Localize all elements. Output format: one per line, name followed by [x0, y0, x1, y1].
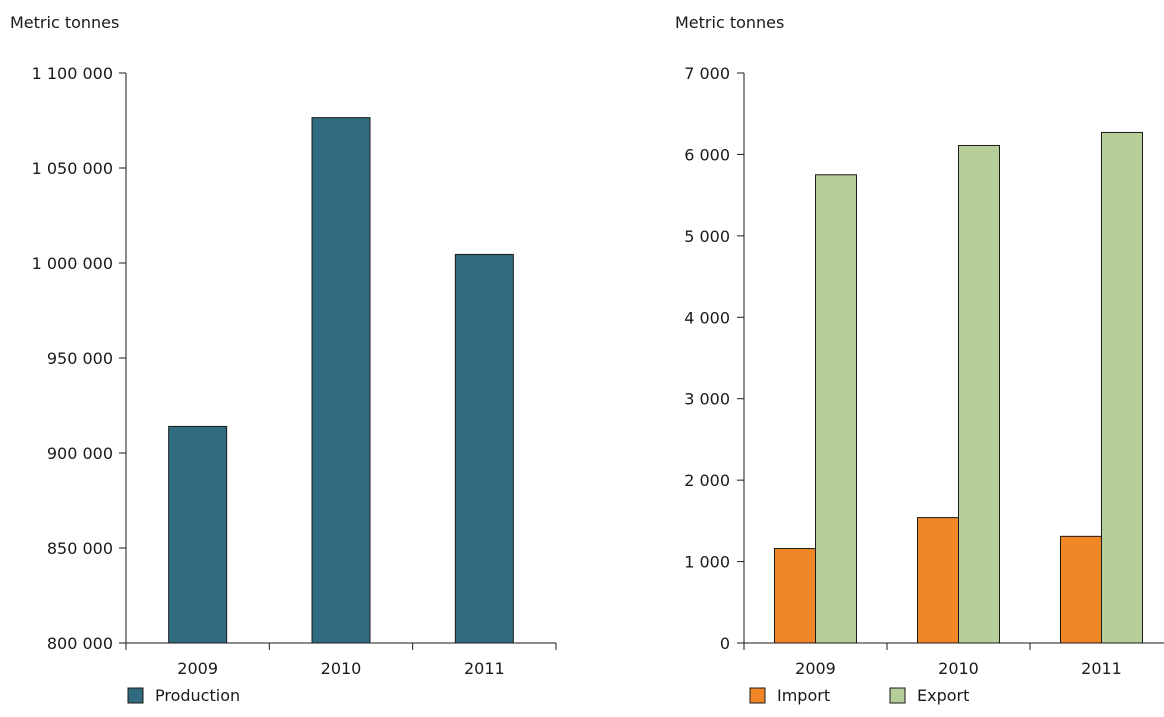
trade-legend-label-export: Export — [917, 686, 969, 705]
trade-bar-export-2011 — [1101, 131, 1143, 644]
trade-chart: Metric tonnes 0 1 000 2 000 3 000 4 000 5 000 6… — [675, 13, 1164, 705]
production-y-tick-label: 800 000 — [47, 634, 113, 653]
production-y-axis-title: Metric tonnes — [10, 13, 119, 32]
trade-bar-import-2009 — [774, 548, 816, 644]
trade-y-tick-label: 4 000 — [684, 308, 730, 327]
trade-y-tick-label: 2 000 — [684, 471, 730, 490]
trade-bar-import-2011 — [1060, 535, 1102, 644]
trade-y-tick-label: 6 000 — [684, 145, 730, 164]
production-y-tick-label: 950 000 — [47, 349, 113, 368]
trade-legend-swatch-import — [749, 687, 766, 704]
production-chart: Metric tonnes 800 000 850 000 900 000 950 00… — [10, 13, 557, 705]
production-y-tick-label: 900 000 — [47, 444, 113, 463]
production-x-tick-label: 2011 — [464, 659, 505, 678]
trade-bar-export-2009 — [815, 174, 857, 644]
production-y-tick-label: 1 050 000 — [32, 159, 113, 178]
trade-legend-swatch-export — [889, 687, 906, 704]
trade-x-tick-label: 2010 — [938, 659, 979, 678]
production-bar-production-2010 — [311, 117, 371, 644]
trade-y-tick-label: 1 000 — [684, 553, 730, 572]
production-y-tick-label: 1 000 000 — [32, 254, 113, 273]
trade-y-tick-label: 0 — [720, 634, 730, 653]
production-legend-swatch-production — [127, 687, 144, 704]
trade-x-tick-label: 2011 — [1081, 659, 1122, 678]
trade-x-tick-label: 2009 — [795, 659, 836, 678]
production-legend-label-production: Production — [155, 686, 240, 705]
trade-y-tick-label: 7 000 — [684, 64, 730, 83]
production-bar-production-2011 — [454, 253, 514, 644]
trade-legend-label-import: Import — [777, 686, 830, 705]
trade-y-tick-label: 5 000 — [684, 227, 730, 246]
trade-bar-import-2010 — [917, 517, 959, 644]
production-y-tick-label: 1 100 000 — [32, 64, 113, 83]
production-x-tick-label: 2009 — [177, 659, 218, 678]
trade-bar-export-2010 — [958, 144, 1000, 644]
trade-y-tick-label: 3 000 — [684, 390, 730, 409]
trade-y-axis-title: Metric tonnes — [675, 13, 784, 32]
production-bar-production-2009 — [168, 425, 228, 644]
production-y-tick-label: 850 000 — [47, 539, 113, 558]
production-x-tick-label: 2010 — [321, 659, 362, 678]
